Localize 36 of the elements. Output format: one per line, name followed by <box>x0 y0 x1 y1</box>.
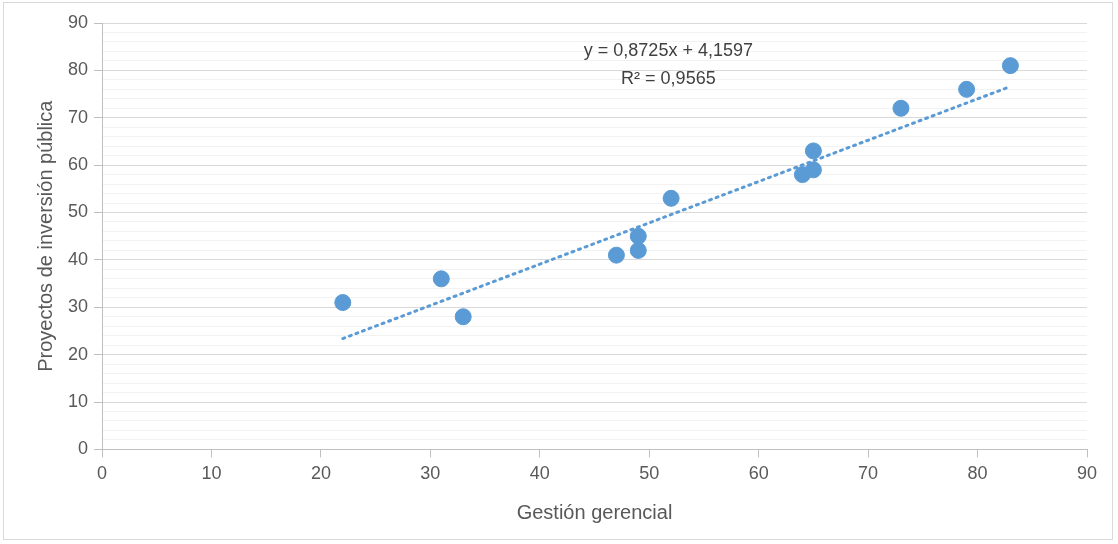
x-tick-label: 30 <box>420 463 441 484</box>
annotation: R² = 0,9565 <box>621 67 716 88</box>
x-axis-title: Gestión gerencial <box>516 500 673 523</box>
point <box>892 99 910 117</box>
y-tick-label: 0 <box>78 438 89 459</box>
point <box>454 308 472 326</box>
y-tick-label: 50 <box>67 201 89 222</box>
x-tick-label: 10 <box>201 463 222 484</box>
x-tick-label: 90 <box>1076 463 1098 484</box>
point <box>958 80 976 98</box>
point <box>432 270 450 288</box>
y-tick-label: 40 <box>67 248 89 269</box>
y-tick-label: 30 <box>67 296 89 317</box>
annotation: y = 0,8725x + 4,1597 <box>583 39 753 60</box>
point <box>1001 57 1019 75</box>
x-tick-label: 80 <box>967 463 988 484</box>
x-tick-label: 70 <box>858 463 879 484</box>
x-tick-label: 20 <box>310 463 331 484</box>
point <box>607 246 625 264</box>
point <box>629 241 647 259</box>
point <box>804 161 822 179</box>
x-tick-label: 50 <box>639 463 660 484</box>
x-tick-label: 0 <box>97 463 108 484</box>
point <box>804 142 822 160</box>
y-tick-label: 70 <box>67 106 89 127</box>
x-tick-label: 40 <box>529 463 550 484</box>
y-axis-title: Proyectos de inversión pública <box>33 99 56 372</box>
y-tick-label: 80 <box>67 59 89 80</box>
point <box>662 189 680 207</box>
y-tick-label: 90 <box>67 11 89 32</box>
x-tick-label: 60 <box>748 463 769 484</box>
y-tick-label: 20 <box>67 343 89 364</box>
point <box>334 294 352 312</box>
y-tick-label: 60 <box>67 154 89 175</box>
y-tick-label: 10 <box>67 390 89 411</box>
point <box>629 227 647 245</box>
